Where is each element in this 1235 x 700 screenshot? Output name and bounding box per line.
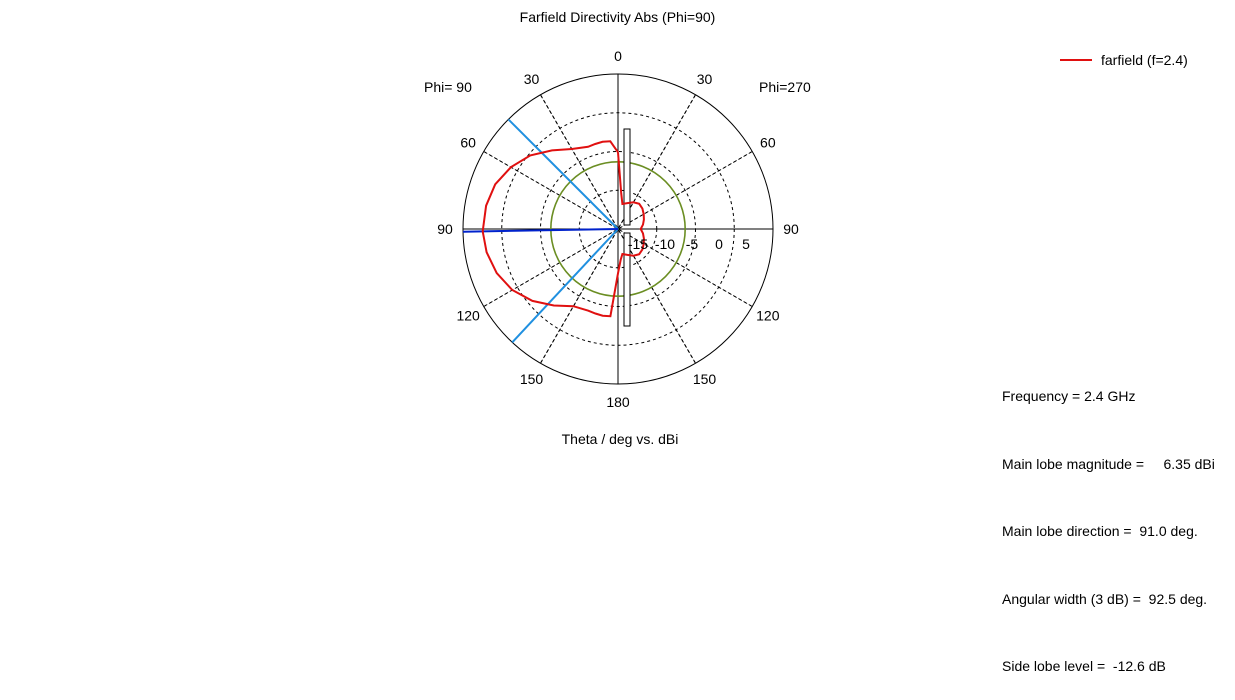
data-series (481, 140, 645, 318)
radial-tick-label: -5 (686, 236, 699, 252)
angle-tick-label: 60 (760, 135, 776, 151)
main-lobe-direction-text: Main lobe direction = 91.0 deg. (1002, 523, 1198, 539)
pattern-curve (481, 140, 645, 318)
grid-spoke (483, 151, 753, 307)
angle-tick-label: 90 (437, 221, 453, 237)
legend: farfield (f=2.4) (1060, 52, 1188, 68)
frequency-text: Frequency = 2.4 GHz (1002, 388, 1136, 404)
angle-tick-label: 90 (783, 221, 799, 237)
grid-spoke (540, 94, 696, 364)
grid-spoke (540, 94, 696, 364)
grid-spoke (483, 151, 753, 307)
radial-tick-label: -15 (628, 236, 648, 252)
grid-spoke (483, 151, 753, 307)
angle-tick-label: 120 (456, 308, 480, 324)
chart-title: Farfield Directivity Abs (Phi=90) (519, 9, 716, 25)
chart-markers (463, 118, 686, 344)
angle-tick-label: 0 (614, 48, 622, 64)
main-lobe-line (463, 228, 619, 233)
angle-tick-label: 120 (756, 308, 780, 324)
grid-spoke (483, 151, 753, 307)
info-panel: Frequency = 2.4 GHz Main lobe magnitude … (1002, 340, 1215, 700)
polar-grid (462, 73, 774, 385)
radial-tick-label: 5 (742, 236, 750, 252)
antenna-upper-arm (623, 128, 631, 226)
angle-tick-label: 60 (460, 135, 476, 151)
angle-tick-label: 150 (520, 371, 544, 387)
side-lobe-level-text: Side lobe level = -12.6 dB (1002, 658, 1166, 674)
angle-tick-label: 180 (606, 394, 630, 410)
polar-chart: 0 30 60 90 120 150 180 150 120 90 60 30 -15 -10 -5 0 5 (437, 48, 799, 410)
legend-swatch (1060, 59, 1092, 61)
beamwidth-line (511, 228, 619, 344)
grid-spoke (540, 94, 696, 364)
beamwidth-line (507, 118, 619, 230)
phi-left-label: Phi= 90 (424, 79, 472, 95)
phi-right-label: Phi=270 (759, 79, 811, 95)
legend-label: farfield (f=2.4) (1101, 52, 1188, 68)
axis-labels: 0 30 60 90 120 150 180 150 120 90 60 30 -15 -10 -5 0 5 (437, 48, 799, 410)
radial-tick-label: -10 (655, 236, 675, 252)
angle-tick-label: 30 (524, 71, 540, 87)
radial-tick-label: 0 (715, 236, 723, 252)
angular-width-text: Angular width (3 dB) = 92.5 deg. (1002, 590, 1208, 607)
grid-spoke (540, 94, 696, 364)
angle-tick-label: 30 (697, 71, 713, 87)
antenna-lower-arm (623, 232, 631, 327)
x-axis-label: Theta / deg vs. dBi (561, 431, 679, 447)
angle-tick-label: 150 (693, 371, 717, 387)
